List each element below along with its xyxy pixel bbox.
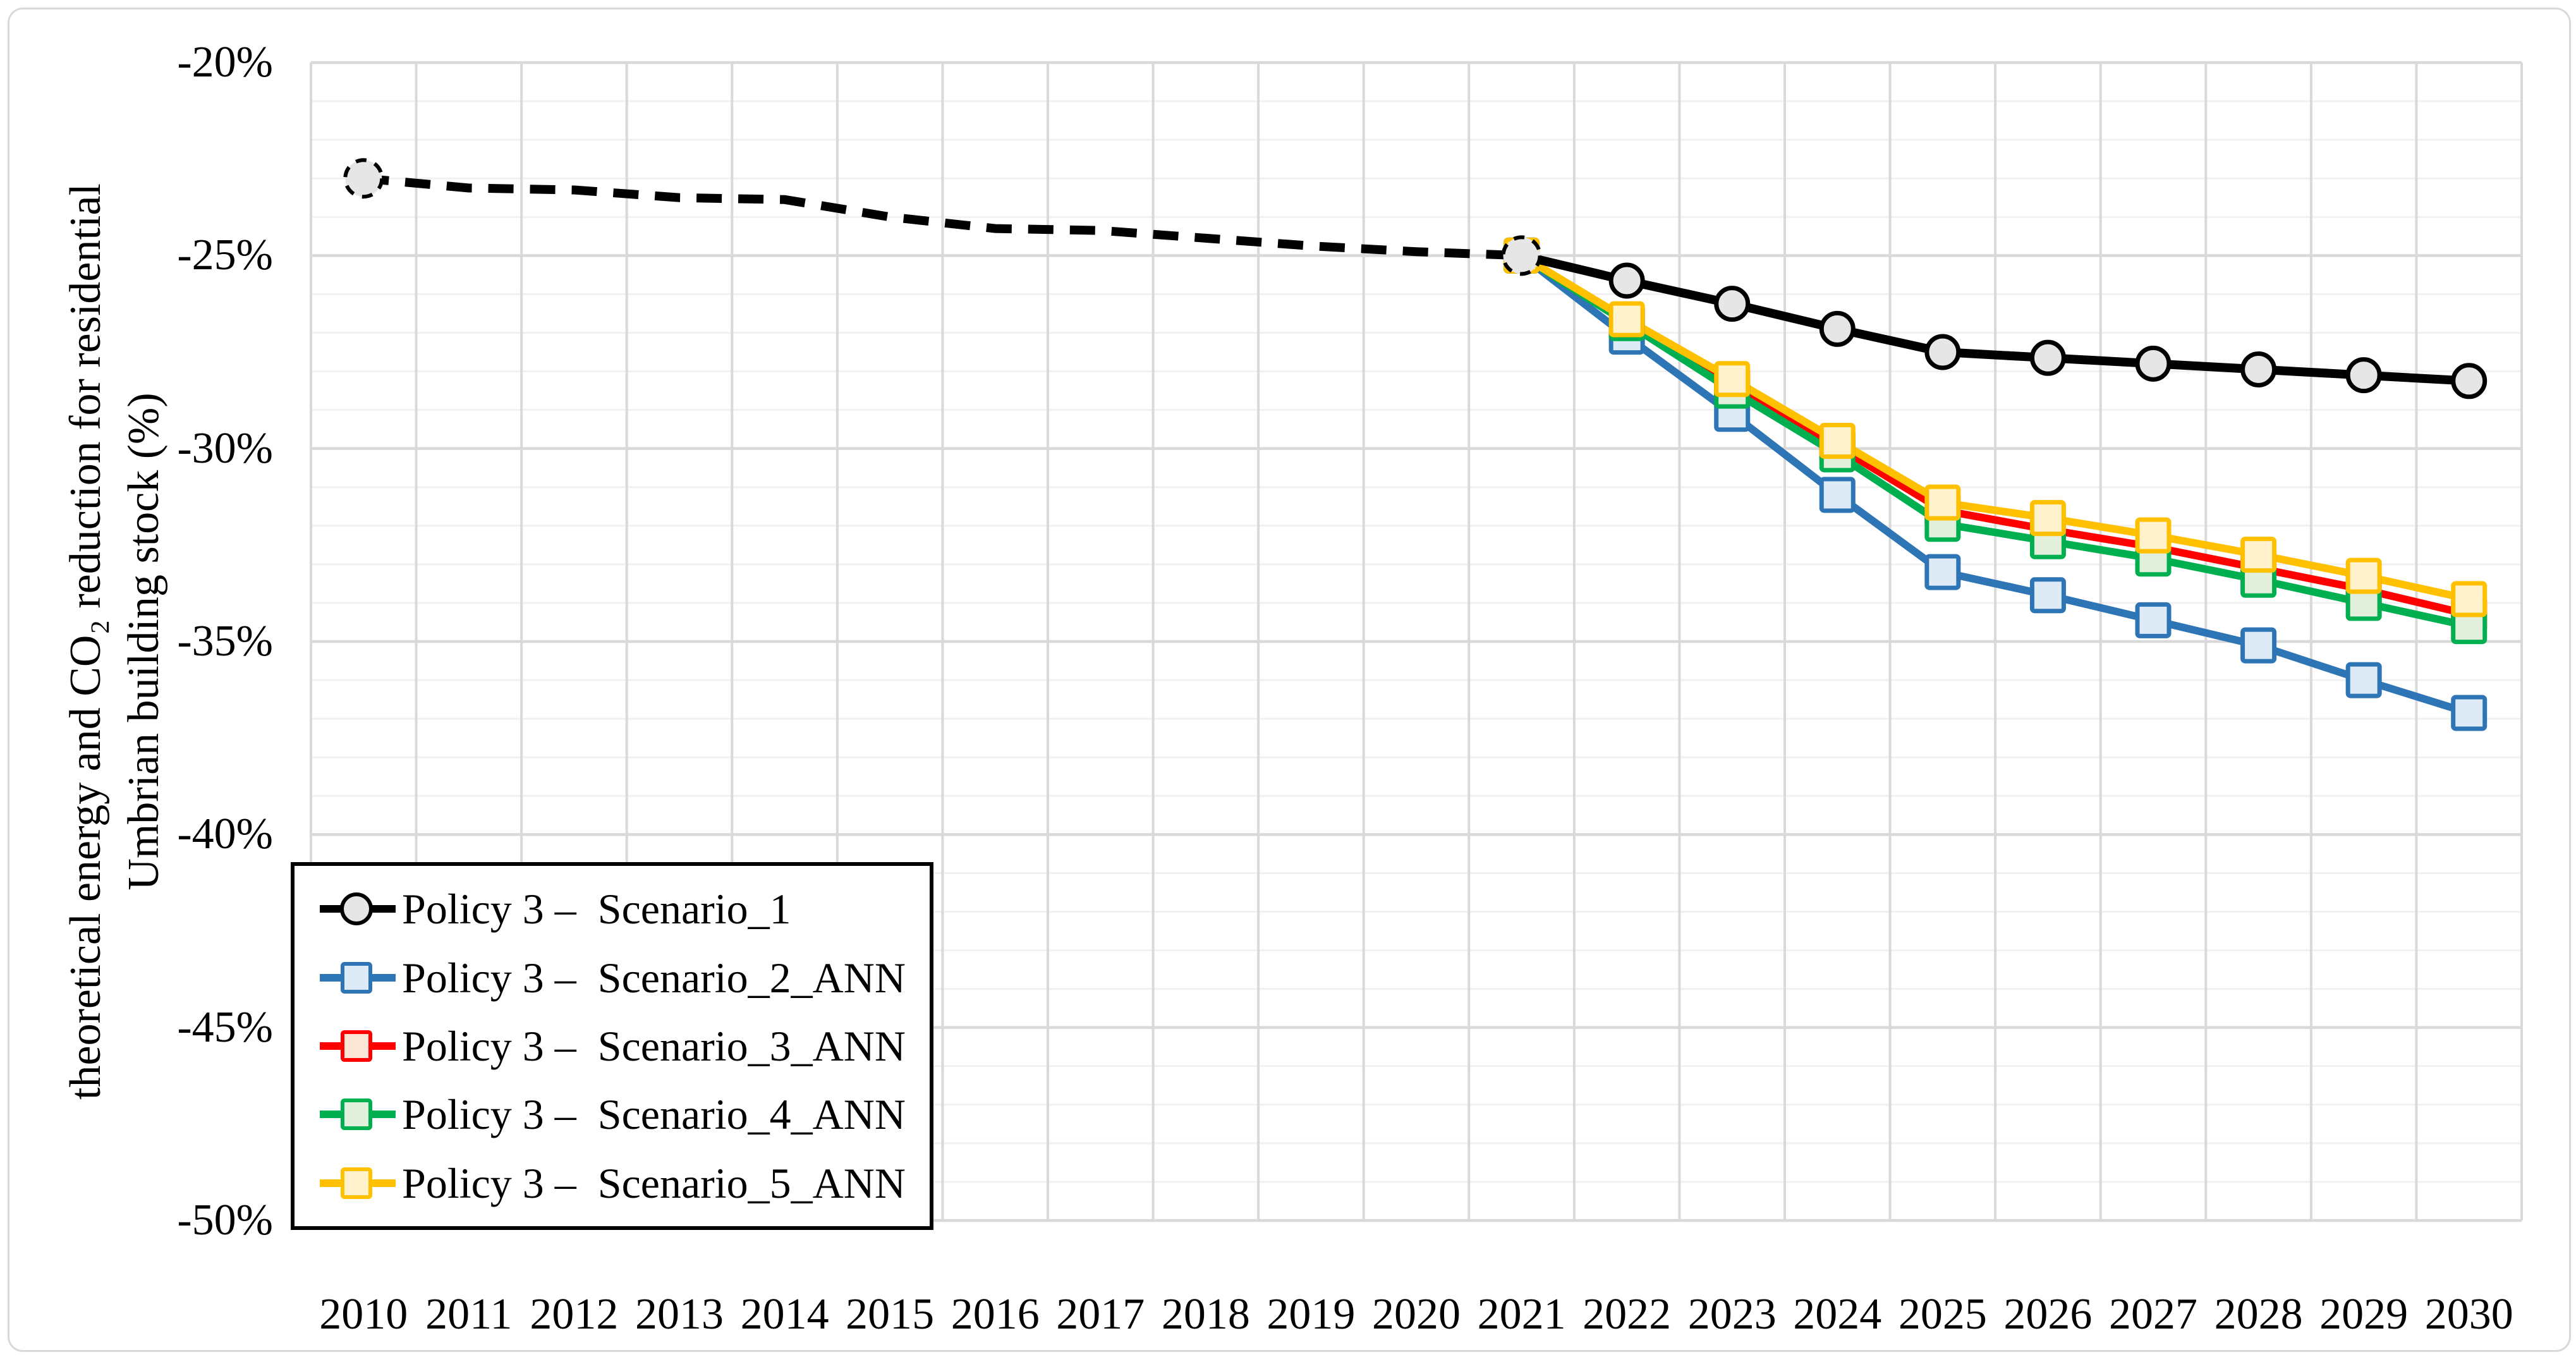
series-line-4	[1519, 252, 2470, 630]
series-marker-square-5	[2451, 581, 2488, 618]
x-tick-label: 2030	[2424, 1290, 2513, 1339]
series-marker-square-5	[2240, 537, 2277, 573]
legend-line-circle-icon	[320, 892, 396, 926]
x-tick-label: 2018	[1161, 1290, 1250, 1339]
x-tick-label: 2013	[635, 1290, 724, 1339]
x-tick-label: 2027	[2109, 1290, 2197, 1339]
legend-line-square-icon	[320, 1030, 396, 1062]
legend-item-label: Policy 3 – Scenario_1	[402, 885, 791, 934]
y-tick-label: -40%	[177, 810, 273, 859]
y-tick-label: -30%	[177, 423, 273, 473]
legend-item-label: Policy 3 – Scenario_4_ANN	[402, 1090, 906, 1139]
series-marker-square-2	[2029, 577, 2066, 614]
legend-line-square-icon	[320, 961, 396, 994]
series-marker-circle-1	[2135, 345, 2172, 382]
series-marker-square-2	[1924, 554, 1961, 590]
x-tick-label: 2023	[1687, 1290, 1777, 1339]
series-marker-square-2	[2345, 662, 2382, 698]
x-tick-label: 2028	[2214, 1290, 2303, 1339]
series-marker-square-5	[1714, 361, 1751, 398]
legend: Policy 3 – Scenario_1 Policy 3 – Scenario…	[291, 862, 933, 1230]
x-tick-label: 2021	[1477, 1290, 1566, 1339]
x-tick-label: 2020	[1372, 1290, 1461, 1339]
legend-item: Policy 3 – Scenario_5_ANN	[320, 1160, 930, 1206]
x-tick-label: 2016	[951, 1290, 1040, 1339]
x-tick-label: 2024	[1793, 1290, 1882, 1339]
series-marker-square-5	[1608, 301, 1645, 338]
series-marker-dashed-circle-1	[343, 158, 384, 199]
series-line-1-dashed	[363, 174, 1522, 260]
series-marker-square-2	[2135, 602, 2172, 638]
x-tick-label: 2015	[846, 1290, 935, 1339]
x-tick-label: 2026	[2003, 1290, 2093, 1339]
legend-line-square-icon	[320, 1098, 396, 1131]
series-line-5	[1519, 252, 2470, 603]
series-line-2	[1519, 252, 2470, 717]
series-marker-square-5	[2345, 557, 2382, 594]
y-tick-label: -35%	[177, 617, 273, 666]
series-marker-circle-1	[1714, 286, 1751, 322]
series-marker-square-5	[1924, 484, 1961, 521]
legend-item: Policy 3 – Scenario_1	[320, 886, 930, 932]
series-marker-square-5	[2135, 517, 2172, 554]
series-marker-circle-1	[2240, 351, 2277, 387]
legend-item-label: Policy 3 – Scenario_3_ANN	[402, 1021, 906, 1070]
legend-line-square-icon	[320, 1167, 396, 1199]
x-tick-label: 2012	[530, 1290, 619, 1339]
x-tick-label: 2014	[740, 1290, 829, 1339]
x-tick-label: 2010	[319, 1290, 408, 1339]
y-tick-label: -50%	[177, 1196, 273, 1244]
series-marker-dashed-circle-1	[1501, 235, 1542, 276]
x-tick-label: 2019	[1267, 1290, 1356, 1339]
series-marker-square-2	[2451, 695, 2488, 731]
y-tick-label: -45%	[177, 1002, 273, 1052]
series-marker-circle-1	[1924, 334, 1961, 370]
x-tick-label: 2029	[2319, 1290, 2409, 1339]
legend-item: Policy 3 – Scenario_2_ANN	[320, 955, 930, 1001]
series-marker-square-2	[2240, 627, 2277, 664]
y-tick-label: -25%	[177, 231, 273, 280]
series-marker-circle-1	[1819, 310, 1856, 347]
series-marker-circle-1	[2029, 339, 2066, 376]
series-line-1-solid	[1520, 251, 2470, 386]
series-marker-square-5	[1819, 422, 1856, 459]
series-marker-circle-1	[1608, 262, 1645, 299]
series-marker-square-5	[2029, 500, 2066, 537]
legend-item-label: Policy 3 – Scenario_2_ANN	[402, 953, 906, 1002]
legend-item-label: Policy 3 – Scenario_5_ANN	[402, 1159, 906, 1207]
series-marker-circle-1	[2345, 357, 2382, 394]
x-tick-label: 2025	[1898, 1290, 1987, 1339]
legend-item: Policy 3 – Scenario_3_ANN	[320, 1023, 930, 1069]
legend-item: Policy 3 – Scenario_4_ANN	[320, 1092, 930, 1137]
x-tick-label: 2022	[1583, 1290, 1672, 1339]
x-tick-label: 2011	[425, 1290, 513, 1339]
series-marker-square-2	[1819, 477, 1856, 513]
y-tick-label: -20%	[177, 38, 273, 87]
series-marker-circle-1	[2451, 363, 2488, 399]
x-tick-label: 2017	[1056, 1290, 1145, 1339]
